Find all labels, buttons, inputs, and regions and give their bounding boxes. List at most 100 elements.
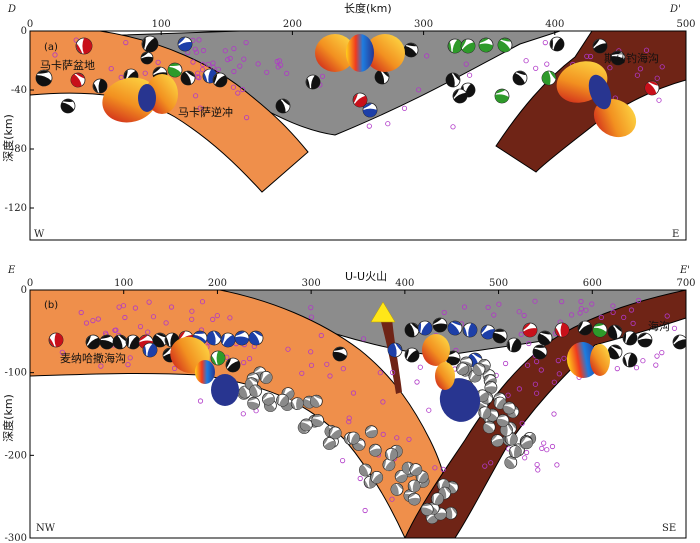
panel-b-beach-ball [672, 334, 686, 350]
panel-b-event-circle [516, 386, 523, 392]
panel-a-event-circle [544, 61, 550, 67]
panel-b-event-circle [578, 298, 584, 305]
panel-a-event-circle [424, 53, 430, 59]
panel-b-y-tick-label: -300 [5, 533, 27, 543]
panel-a-event-circle [205, 61, 211, 67]
panel-b-event-circle [299, 370, 305, 376]
panel-b-beach-ball [404, 322, 420, 338]
panel-b-event-circle [417, 364, 423, 370]
panel-b-event-circle [146, 299, 152, 305]
panel-b-event-circle [327, 373, 333, 379]
panel-b-deep-beach-ball [390, 482, 404, 496]
panel-b-event-circle [533, 390, 540, 396]
panel-b-beach-ball [622, 352, 638, 368]
panel-b-corner-left: E [7, 265, 16, 276]
panel-b-event-circle [654, 353, 660, 359]
panel-a-y-tick-label: -40 [11, 85, 27, 96]
panel-a-beach-ball [362, 102, 378, 118]
panel-b-event-circle [561, 355, 567, 361]
panel-b-beach-ball [234, 330, 250, 346]
panel-b-event-circle [389, 496, 395, 502]
panel-a-beach-ball [374, 69, 390, 85]
panel-a-event-circle [401, 105, 408, 111]
panel-a-corner-right: D' [669, 4, 681, 15]
panel-b-beach-ball [125, 334, 141, 350]
panel-b-event-circle [526, 340, 532, 347]
panel-b-event-circle [583, 307, 589, 313]
panel-b-event-circle [640, 358, 646, 364]
panel-b-y-tick-label: 0 [21, 285, 27, 296]
panel-a-event-circle [190, 59, 196, 65]
panel-b-deep-beach-ball [311, 414, 325, 427]
panel-b-event-circle [556, 371, 562, 377]
panel-a-event-circle [243, 39, 249, 46]
panel-b-beach-ball [462, 322, 478, 338]
panel-b-event-circle [247, 355, 253, 362]
panel-a-event-circle [235, 90, 241, 96]
panel-b-beach-ball [445, 350, 461, 366]
panel-b-event-circle [440, 466, 446, 472]
panel-b-x-tick-label: 100 [114, 278, 133, 289]
panel-b-beach-ball [607, 324, 623, 340]
panel-b-event-circle [614, 365, 620, 372]
panel-b-event-circle [426, 407, 432, 413]
panel-b-event-circle [610, 309, 616, 315]
panel-a-event-circle [231, 45, 237, 52]
panel-a-event-circle [264, 69, 270, 75]
panel-a-beach-ball [141, 35, 159, 53]
panel-b-event-circle [132, 305, 138, 311]
panel-a-event-circle [196, 37, 202, 43]
panel-b-label-volcano: U-U火山 [345, 270, 387, 283]
panel-b-event-circle [150, 314, 157, 320]
panel-a-event-circle [52, 52, 58, 58]
panel-b-deep-beach-ball [259, 370, 273, 384]
panel-b-corner-right: E' [679, 265, 690, 276]
panel-b-x-tick-label: 600 [583, 278, 602, 289]
panel-b-y-axis-title: 深度(km) [1, 394, 15, 442]
panel-b-deep-beach-ball [504, 456, 518, 469]
panel-a-event-circle [193, 49, 199, 55]
panel-b-deep-beach-ball [407, 479, 421, 493]
panel-b-event-circle [544, 447, 550, 453]
panel-a-beach-ball [167, 62, 183, 78]
panel-a-y-tick-label: -80 [11, 144, 27, 155]
panel-a-event-circle [210, 60, 216, 66]
panel-b-event-circle [541, 440, 547, 446]
panel-b-event-circle [551, 379, 557, 385]
panel-a-beach-ball [92, 78, 108, 94]
panel-b-event-circle [357, 475, 363, 482]
panel-b-event-circle [145, 329, 151, 335]
panel-b-deep-beach-ball [328, 426, 342, 440]
panel-b-event-circle [210, 316, 216, 322]
panel-a-event-circle [231, 68, 237, 75]
panel-a-event-circle [230, 84, 236, 90]
panel-b-side-left: NW [36, 523, 56, 534]
panel-b-event-circle [538, 367, 544, 373]
panel-b-event-circle [432, 465, 438, 471]
panel-b-beach-ball [225, 357, 241, 373]
panel-b-tag: (b) [44, 300, 58, 311]
panel-b-event-circle [339, 457, 346, 464]
panel-b-large-focal-2 [422, 334, 481, 422]
panel-b-event-circle [240, 411, 246, 417]
panel-b-deep-beach-ball [500, 423, 513, 437]
panel-b-event-circle [505, 392, 511, 398]
panel-b-x-ticks: 0 100 200 300 400 500 600 700 [27, 278, 696, 294]
panel-b-beach-ball [417, 320, 433, 336]
panel-a-event-circle [241, 56, 247, 62]
panel-a-beach-ball [452, 88, 468, 104]
panel-a-event-circle [366, 123, 372, 129]
panel-a-focal-mechanisms [35, 35, 660, 118]
panel-a-beach-ball [70, 72, 86, 88]
panel-b-event-circle [308, 362, 315, 368]
panel-b-event-circle [308, 304, 314, 311]
panel-b-side-right: SE [662, 523, 676, 534]
panel-b-event-circle [533, 358, 540, 365]
panel-b-focal-mechanisms [48, 317, 686, 524]
panel-a-beach-ball [275, 98, 291, 114]
panel-b-deep-beach-ball [368, 443, 382, 457]
panel-b-event-circle [485, 304, 491, 310]
panel-b-event-circle [122, 314, 128, 321]
panel-b-event-circle [380, 431, 386, 437]
panel-a-event-circle [197, 105, 203, 111]
